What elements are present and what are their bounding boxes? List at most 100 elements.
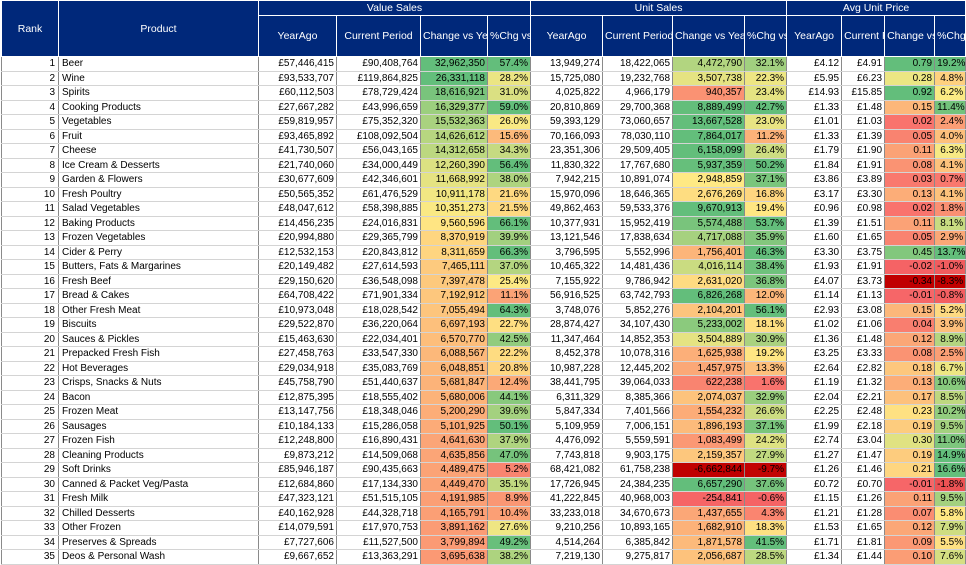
value-yearago-cell: £30,677,609 bbox=[258, 172, 337, 188]
price-pct-cell: 5.8% bbox=[934, 506, 966, 521]
unit-pct-cell: 36.8% bbox=[744, 274, 788, 289]
value-yearago-cell: £45,758,790 bbox=[258, 375, 337, 391]
unit-yearago-cell: 3,748,076 bbox=[530, 303, 604, 318]
value-pct-cell: 35.1% bbox=[487, 477, 532, 492]
unit-current-cell: 12,445,202 bbox=[602, 361, 674, 376]
value-pct-cell: 21.6% bbox=[487, 187, 532, 202]
unit-yearago-cell: 11,830,322 bbox=[530, 158, 604, 173]
value-pct-cell: 50.1% bbox=[487, 419, 532, 434]
rank-cell: 13 bbox=[1, 230, 59, 246]
unit-yearago-cell: 11,347,464 bbox=[530, 332, 604, 347]
unit-current-cell: 9,903,175 bbox=[602, 448, 674, 463]
price-yearago-cell: £1.53 bbox=[786, 520, 843, 536]
value-yearago-cell: £12,532,153 bbox=[258, 245, 337, 260]
value-current-cell: £15,286,058 bbox=[336, 419, 421, 434]
product-cell: Chilled Desserts bbox=[58, 506, 259, 521]
price-pct-cell: 4.1% bbox=[934, 158, 966, 173]
value-current-cell: £22,034,401 bbox=[336, 332, 421, 347]
unit-change-cell: 1,625,938 bbox=[672, 346, 746, 362]
value-yearago-cell: £93,465,892 bbox=[258, 129, 337, 144]
unit-yearago-header: YearAgo bbox=[530, 15, 604, 57]
unit-pct-cell: 1.6% bbox=[744, 375, 788, 391]
value-pct-cell: 8.9% bbox=[487, 491, 532, 507]
value-yearago-cell: £29,034,918 bbox=[258, 361, 337, 376]
product-cell: Soft Drinks bbox=[58, 462, 259, 478]
value-pct-cell: 31.0% bbox=[487, 85, 532, 101]
product-cell: Fresh Beef bbox=[58, 274, 259, 289]
price-change-cell: 0.79 bbox=[884, 56, 936, 72]
value-current-cell: £90,408,764 bbox=[336, 56, 421, 72]
value-yearago-cell: £9,873,212 bbox=[258, 448, 337, 463]
unit-pct-cell: 50.2% bbox=[744, 158, 788, 173]
unit-yearago-cell: 41,222,845 bbox=[530, 491, 604, 507]
value-current-cell: £58,398,885 bbox=[336, 201, 421, 217]
product-cell: Other Frozen bbox=[58, 520, 259, 536]
value-pct-cell: 11.1% bbox=[487, 288, 532, 304]
avg-unit-price-header: Avg Unit Price bbox=[786, 0, 966, 16]
price-change-cell: 0.23 bbox=[884, 404, 936, 420]
price-change-cell: 0.15 bbox=[884, 100, 936, 115]
unit-pct-cell: 16.8% bbox=[744, 187, 788, 202]
table-header: Rank Product Value Sales Unit Sales Avg … bbox=[1, 0, 966, 57]
value-pct-cell: 10.4% bbox=[487, 506, 532, 521]
product-cell: Bread & Cakes bbox=[58, 288, 259, 304]
table-row: 2 Wine £93,533,707 £119,864,825 26,331,118 28… bbox=[1, 71, 966, 86]
rank-cell: 3 bbox=[1, 85, 59, 101]
value-current-cell: £36,548,098 bbox=[336, 274, 421, 289]
unit-current-cell: 24,384,235 bbox=[602, 477, 674, 492]
unit-current-cell: 7,401,566 bbox=[602, 404, 674, 420]
value-sales-header: Value Sales bbox=[257, 0, 532, 16]
unit-yearago-cell: 23,351,306 bbox=[530, 143, 604, 159]
unit-change-cell: 5,574,488 bbox=[672, 216, 746, 231]
unit-pct-cell: 13.3% bbox=[744, 361, 788, 376]
value-pct-cell: 5.2% bbox=[487, 462, 532, 478]
price-current-cell: £1.91 bbox=[841, 158, 886, 173]
rank-cell: 18 bbox=[1, 303, 59, 318]
value-yearago-cell: £29,522,870 bbox=[258, 317, 337, 333]
value-yearago-cell: £15,463,630 bbox=[258, 332, 337, 347]
price-current-cell: £2.21 bbox=[841, 390, 886, 405]
unit-pct-cell: 4.3% bbox=[744, 506, 788, 521]
unit-pct-cell: 46.3% bbox=[744, 245, 788, 260]
unit-yearago-cell: 10,377,931 bbox=[530, 216, 604, 231]
value-yearago-cell: £47,323,121 bbox=[258, 491, 337, 507]
price-current-cell: £1.65 bbox=[841, 230, 886, 246]
price-current-cell: £1.44 bbox=[841, 549, 886, 565]
unit-current-cell: 39,064,033 bbox=[602, 375, 674, 391]
price-change-cell: 0.03 bbox=[884, 172, 936, 188]
product-cell: Sauces & Pickles bbox=[58, 332, 259, 347]
table-row: 4 Cooking Products £27,667,282 £43,996,659 1… bbox=[1, 100, 966, 115]
value-pct-cell: 39.6% bbox=[487, 404, 532, 420]
rank-cell: 24 bbox=[1, 390, 59, 405]
rank-cell: 7 bbox=[1, 143, 59, 159]
price-pct-cell: 4.1% bbox=[934, 187, 966, 202]
value-pct-cell: 22.2% bbox=[487, 346, 532, 362]
unit-current-cell: 29,509,405 bbox=[602, 143, 674, 159]
value-yearago-cell: £41,730,507 bbox=[258, 143, 337, 159]
table-row: 20 Sauces & Pickles £15,463,630 £22,034,401… bbox=[1, 332, 966, 347]
price-pct-cell: -0.8% bbox=[934, 288, 966, 304]
rank-cell: 25 bbox=[1, 404, 59, 420]
price-yearago-header: YearAgo bbox=[786, 15, 843, 57]
price-pct-cell: 10.6% bbox=[934, 375, 966, 391]
unit-yearago-cell: 17,726,945 bbox=[530, 477, 604, 492]
value-pct-cell: 28.2% bbox=[487, 71, 532, 86]
price-current-cell: £0.70 bbox=[841, 477, 886, 492]
product-cell: Other Fresh Meat bbox=[58, 303, 259, 318]
price-change-cell: 0.30 bbox=[884, 433, 936, 449]
value-change-cell: 7,397,478 bbox=[420, 274, 488, 289]
rank-cell: 30 bbox=[1, 477, 59, 492]
price-current-cell: £15.85 bbox=[841, 85, 886, 101]
unit-current-cell: 5,852,276 bbox=[602, 303, 674, 318]
table-row: 31 Fresh Milk £47,323,121 £51,515,105 4,191,… bbox=[1, 491, 966, 507]
rank-cell: 22 bbox=[1, 361, 59, 376]
unit-yearago-cell: 15,725,080 bbox=[530, 71, 604, 86]
price-pct-cell: 2.5% bbox=[934, 346, 966, 362]
unit-current-cell: 78,030,110 bbox=[602, 129, 674, 144]
price-pct-cell: 2.4% bbox=[934, 114, 966, 130]
price-yearago-cell: £1.15 bbox=[786, 491, 843, 507]
unit-current-cell: 18,646,365 bbox=[602, 187, 674, 202]
unit-current-cell: 8,385,366 bbox=[602, 390, 674, 405]
value-pct-cell: 57.4% bbox=[487, 56, 532, 72]
